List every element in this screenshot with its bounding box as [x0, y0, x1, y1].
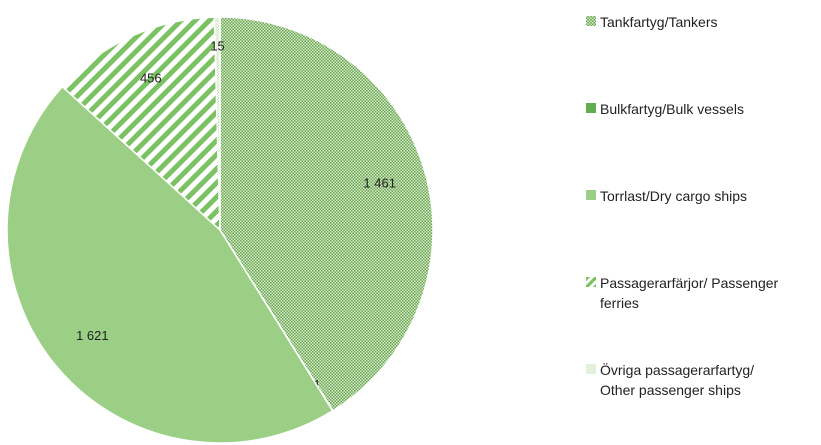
legend-item: Övriga passagerarfartyg/ Other passenger… — [586, 360, 780, 400]
pie-slice — [219, 16, 434, 412]
pie-slice — [6, 85, 334, 444]
data-label: 1 621 — [76, 328, 109, 343]
legend-swatch — [586, 364, 596, 374]
data-label: 15 — [210, 38, 224, 53]
legend-label: Passagerarfärjor/ Passenger ferries — [600, 275, 779, 311]
pie-slice — [61, 16, 221, 232]
pie-slice — [213, 16, 221, 231]
legend-swatch — [586, 277, 596, 287]
legend-label: Torrlast/Dry cargo ships — [600, 188, 748, 204]
data-label: 456 — [140, 70, 162, 85]
legend-label: Bulkfartyg/Bulk vessels — [600, 101, 744, 117]
legend-label: Övriga passagerarfartyg/ Other passenger… — [600, 362, 755, 398]
data-label: 1 461 — [363, 176, 396, 191]
legend-item: Torrlast/Dry cargo ships — [586, 186, 780, 206]
legend-item: Passagerarfärjor/ Passenger ferries — [586, 273, 780, 313]
legend-item: Bulkfartyg/Bulk vessels — [586, 99, 780, 119]
legend-swatch — [586, 16, 596, 26]
legend-swatch — [586, 190, 596, 200]
legend-label: Tankfartyg/Tankers — [600, 14, 718, 30]
legend-item: Tankfartyg/Tankers — [586, 12, 780, 32]
legend-swatch — [586, 103, 596, 113]
